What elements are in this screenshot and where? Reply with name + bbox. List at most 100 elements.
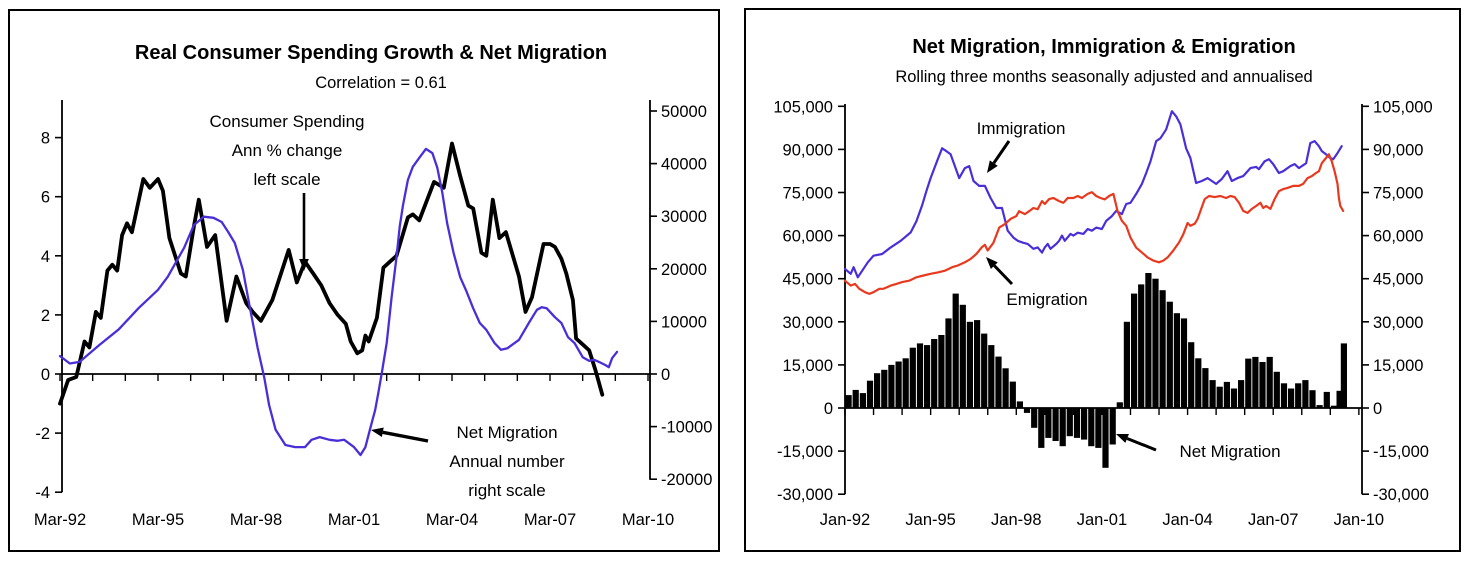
net-migration-bar (1223, 381, 1230, 408)
left-y-tick-label: 105,000 (773, 98, 833, 116)
right-chart: 105,000 105,000 90,000 90,000 75,000 75,000 60… (773, 98, 1432, 529)
net-migration-label: Net Migration (1179, 442, 1281, 461)
net-migration-bar (1131, 293, 1138, 408)
net-migration-bar (1031, 408, 1038, 428)
x-tick-label: Jan-07 (1248, 511, 1298, 529)
net-migration-bar (909, 347, 916, 408)
net-migration-bar (959, 304, 966, 408)
net-migration-bar (1316, 405, 1323, 408)
right-y-tick-label: 75,000 (1373, 185, 1423, 203)
net-migration-bar (1336, 390, 1343, 408)
net-migration-bar (1340, 343, 1347, 408)
left-y-tick-label: 45,000 (783, 271, 833, 289)
emigration-label: Emigration (1006, 290, 1088, 309)
net-migration-bar (1209, 380, 1216, 408)
annotation-line: Ann % change (231, 141, 343, 160)
net-migration-bar (1002, 368, 1009, 408)
x-tick-label: Mar-01 (328, 511, 380, 529)
right-y-tick-label: -20000 (661, 471, 712, 489)
net-migration-bar (1230, 388, 1238, 408)
net-migration-bar (902, 358, 909, 408)
right-y-tick-label: 10000 (661, 313, 707, 331)
left-y-tick-label: -4 (35, 484, 50, 502)
right-y-tick-label: 30000 (661, 208, 707, 226)
right-y-tick-label: 60,000 (1373, 228, 1423, 246)
net-migration-bar (1259, 362, 1266, 408)
net-migration-bar (1145, 273, 1152, 408)
right-y-tick-label: -10000 (661, 419, 712, 437)
immigration-label: Immigration (976, 119, 1066, 138)
net-migration-bar (1273, 371, 1280, 408)
net-migration-bar (1009, 381, 1016, 408)
net-migration-bar (1138, 284, 1145, 408)
net-migration-bar (1288, 388, 1295, 408)
net-migration-bar (1216, 386, 1223, 408)
right-chart-title: Net Migration, Immigration & Emigration (912, 36, 1296, 58)
net-migration-bar (1073, 408, 1081, 438)
net-migration-bar (988, 345, 995, 408)
left-y-tick-label: 2 (41, 307, 50, 325)
net-migration-bar (995, 356, 1002, 408)
net-migration-bar (1238, 380, 1245, 408)
right-y-tick-label: 50000 (661, 103, 707, 121)
net-migration-bar (1066, 408, 1073, 437)
left-y-tick-label: -30,000 (777, 486, 833, 504)
annotation-line: left scale (253, 170, 321, 189)
net-migration-bar (1295, 383, 1302, 408)
x-tick-label: Mar-04 (426, 511, 478, 529)
net-migration-bar (859, 393, 866, 408)
net-migration-bar (1116, 402, 1123, 408)
right-y-tick-label: 90,000 (1373, 141, 1423, 159)
x-tick-label: Jan-10 (1334, 511, 1384, 529)
left-y-tick-label: 30,000 (783, 314, 833, 332)
net-migration-bar (1173, 313, 1180, 408)
series-consumer-spending-ann-change (58, 141, 605, 406)
x-tick-label: Jan-01 (1077, 511, 1127, 529)
net-migration-bars (845, 273, 1347, 468)
left-chart-panel (8, 9, 720, 552)
x-tick-label: Mar-07 (524, 511, 576, 529)
right-chart-subtitle: Rolling three months seasonally adjusted… (895, 68, 1313, 86)
net-migration-bar (1266, 356, 1273, 408)
net-migration-bar (931, 339, 938, 408)
net-migration-bar (952, 293, 959, 408)
x-tick-label: Jan-95 (905, 511, 955, 529)
net-migration-bar (1302, 380, 1309, 408)
left-y-tick-label: 6 (41, 189, 50, 207)
annotation-line: Net Migration (456, 423, 558, 442)
net-migration-bar (1059, 408, 1066, 447)
net-migration-bar (1095, 408, 1102, 448)
net-migration-bar (1123, 321, 1130, 408)
net-migration-bar (1152, 278, 1159, 408)
net-migration-bar (1195, 358, 1202, 408)
net-migration-bar (1166, 301, 1173, 408)
right-y-tick-label: 30,000 (1373, 314, 1423, 332)
net-migration-bar (945, 318, 952, 408)
annotation-line: Consumer Spending (209, 112, 365, 131)
net-migration-bar (924, 345, 931, 408)
left-y-tick-label: 4 (41, 248, 50, 266)
net-migration-bar (1252, 356, 1259, 408)
series-immigration (843, 110, 1343, 279)
net-migration-bar (852, 389, 859, 408)
net-migration-bar (1330, 405, 1337, 408)
net-migration-bar (888, 364, 895, 408)
right-y-tick-label: -15,000 (1373, 443, 1429, 461)
left-y-tick-label: 0 (824, 400, 833, 418)
right-y-tick-label: 15,000 (1373, 357, 1423, 375)
net-migration-bar (916, 343, 924, 408)
net-migration-bar (1323, 391, 1330, 408)
net-migration-bar (1245, 358, 1252, 408)
net-migration-bar (895, 361, 902, 408)
net-migration-bar (881, 369, 888, 408)
net-migration-bar (845, 395, 852, 408)
right-y-tick-label: 20000 (661, 261, 707, 279)
net-migration-bar (1016, 401, 1023, 408)
annotation-consumer-spending: Consumer Spending Ann % change left scal… (210, 107, 365, 194)
right-y-tick-label: 105,000 (1373, 98, 1433, 116)
net-migration-bar (874, 373, 881, 408)
left-y-tick-label: -2 (35, 425, 50, 443)
right-y-tick-label: 0 (661, 366, 670, 384)
net-migration-bar (1023, 408, 1031, 413)
